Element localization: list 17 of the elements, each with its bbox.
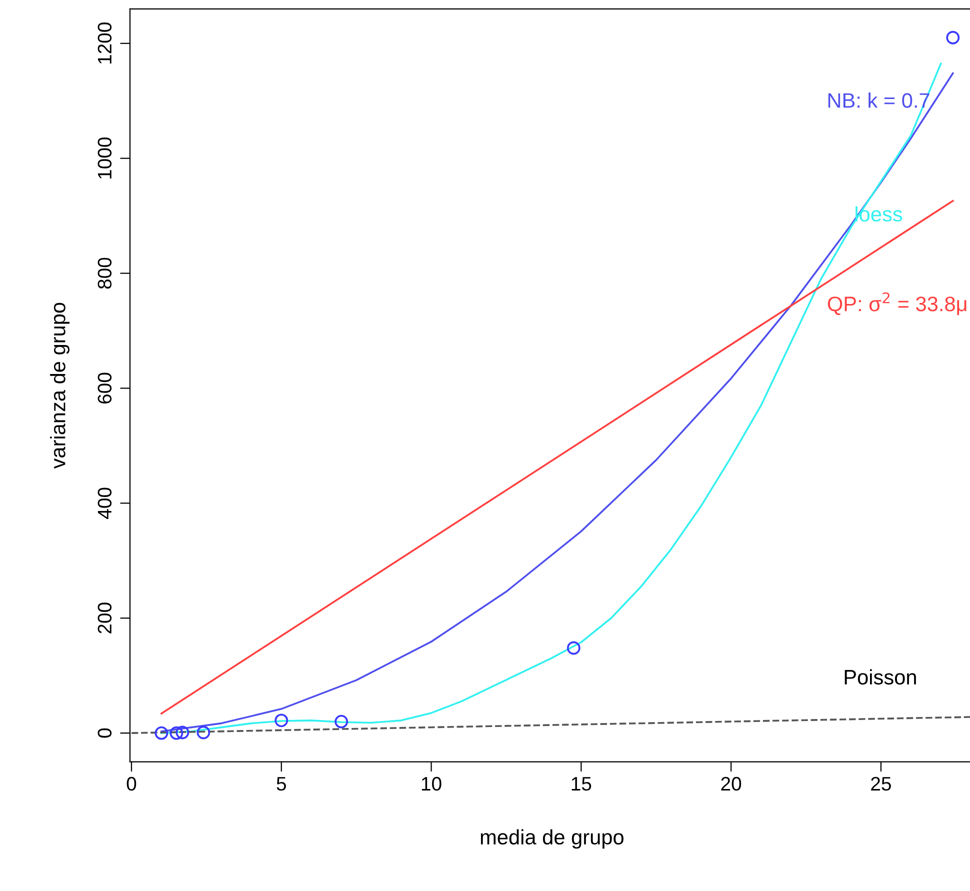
x-tick-label: 15 [572,777,592,791]
x-axis-title: media de grupo [480,829,624,849]
y-tick-label: 0 [98,728,112,738]
x-tick-label: 25 [871,776,891,791]
x-tick-label: 20 [721,776,742,791]
annotation: QP: σ$^{2}$ = 33.8μ [828,292,966,316]
y-tick-label: 200 [98,602,112,634]
x-tick-label: 10 [422,776,442,791]
y-tick-label: 600 [98,372,112,404]
x-tick-label: 0 [126,776,136,791]
y-axis-title: varianza de grupo [50,302,70,469]
y-tick-label: 400 [98,488,112,519]
annotation: Poisson [844,669,916,685]
y-tick-label: 1200 [98,22,112,64]
y-tick-label: 800 [98,258,112,289]
x-tick-label: 5 [276,777,286,791]
y-tick-label: 1000 [98,137,112,178]
